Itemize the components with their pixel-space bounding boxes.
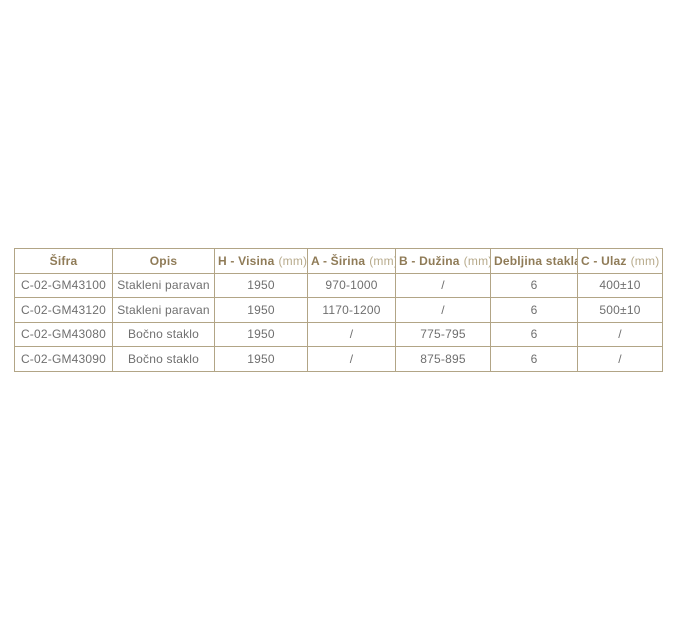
- table-row: C-02-GM43100 Stakleni paravan 1950 970-1…: [14, 272, 663, 298]
- cell-visina: 1950: [214, 297, 308, 323]
- header-row: Šifra Opis H - Visina (mm) A - Širina (mm)…: [14, 248, 663, 274]
- cell-sirina: 1170-1200: [307, 297, 396, 323]
- table-row: C-02-GM43080 Bočno staklo 1950 / 775-795…: [14, 321, 663, 347]
- column-header-label: B - Dužina: [399, 253, 460, 268]
- column-header-unit: (mm): [278, 253, 308, 268]
- cell-ulaz: 400±10: [577, 272, 663, 298]
- column-header-unit: (mm): [369, 253, 396, 268]
- cell-debljina: 6: [490, 297, 578, 323]
- product-spec-table: Šifra Opis H - Visina (mm) A - Širina (mm)…: [14, 248, 663, 372]
- column-header-label: H - Visina: [218, 253, 275, 268]
- cell-ulaz: 500±10: [577, 297, 663, 323]
- cell-opis: Stakleni paravan: [112, 272, 215, 298]
- column-header-unit: (mm): [630, 253, 660, 268]
- cell-ulaz: /: [577, 321, 663, 347]
- column-header-label: Opis: [149, 253, 178, 268]
- table-row: C-02-GM43120 Stakleni paravan 1950 1170-…: [14, 297, 663, 323]
- cell-visina: 1950: [214, 346, 308, 372]
- cell-sifra: C-02-GM43080: [14, 321, 113, 347]
- cell-visina: 1950: [214, 321, 308, 347]
- cell-debljina: 6: [490, 272, 578, 298]
- column-header-label: C - Ulaz: [581, 253, 627, 268]
- column-header-opis: Opis: [112, 248, 215, 274]
- cell-sirina: /: [307, 321, 396, 347]
- cell-visina: 1950: [214, 272, 308, 298]
- cell-sirina: 970-1000: [307, 272, 396, 298]
- cell-opis: Stakleni paravan: [112, 297, 215, 323]
- cell-sifra: C-02-GM43120: [14, 297, 113, 323]
- column-header-label: Šifra: [49, 253, 78, 268]
- column-header-visina: H - Visina (mm): [214, 248, 308, 274]
- column-header-unit: (mm): [463, 253, 491, 268]
- column-header-sifra: Šifra: [14, 248, 113, 274]
- table-row: C-02-GM43090 Bočno staklo 1950 / 875-895…: [14, 346, 663, 372]
- column-header-sirina: A - Širina (mm): [307, 248, 396, 274]
- cell-debljina: 6: [490, 346, 578, 372]
- cell-sifra: C-02-GM43100: [14, 272, 113, 298]
- cell-sirina: /: [307, 346, 396, 372]
- cell-opis: Bočno staklo: [112, 321, 215, 347]
- cell-duzina: 775-795: [395, 321, 491, 347]
- column-header-debljina: Debljina stakla: [490, 248, 578, 274]
- cell-duzina: /: [395, 297, 491, 323]
- cell-duzina: 875-895: [395, 346, 491, 372]
- column-header-ulaz: C - Ulaz (mm): [577, 248, 663, 274]
- cell-ulaz: /: [577, 346, 663, 372]
- cell-opis: Bočno staklo: [112, 346, 215, 372]
- cell-duzina: /: [395, 272, 491, 298]
- column-header-duzina: B - Dužina (mm): [395, 248, 491, 274]
- cell-sifra: C-02-GM43090: [14, 346, 113, 372]
- column-header-label: Debljina stakla: [494, 253, 578, 268]
- column-header-label: A - Širina: [311, 253, 366, 268]
- cell-debljina: 6: [490, 321, 578, 347]
